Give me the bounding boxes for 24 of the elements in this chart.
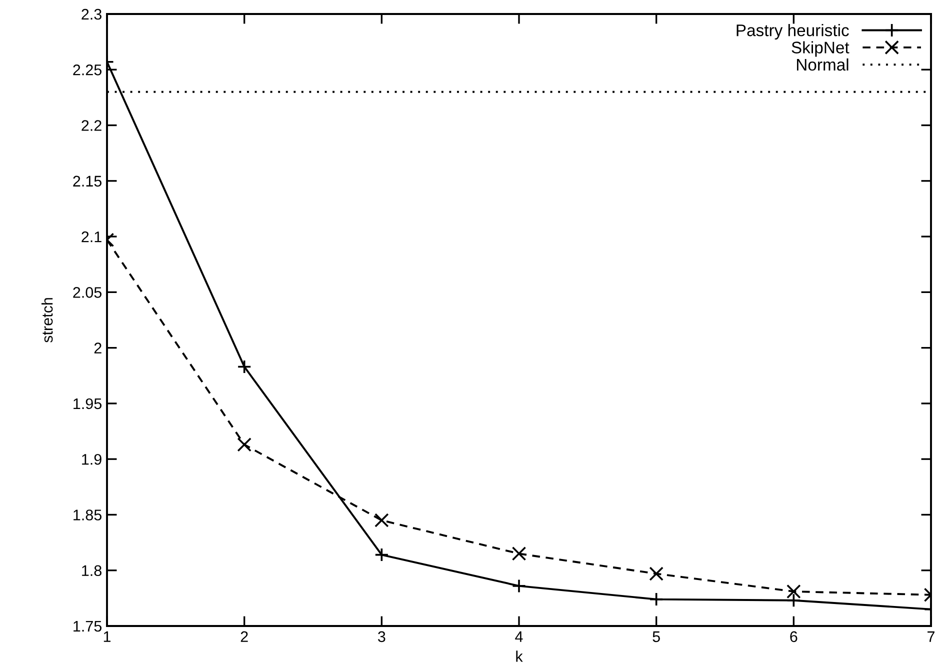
y-tick-label: 1.85 [74, 510, 102, 520]
y-tick-label: 1.75 [74, 621, 102, 632]
y-tick-label: 2.1 [82, 231, 102, 242]
y-tick-label: 1.9 [82, 454, 102, 465]
y-tick-label: 2.25 [73, 64, 102, 76]
y-tick-label: 2.2 [82, 120, 102, 131]
x-tick-label: 2 [240, 631, 248, 642]
y-tick-label: 2.05 [73, 287, 102, 298]
x-tick-label: 1 [104, 631, 111, 642]
legend-label: Pastry heuristic [736, 24, 849, 40]
x-tick-label: 7 [928, 631, 934, 642]
x-tick-label: 5 [652, 631, 660, 642]
y-axis-title: stretch [42, 298, 53, 342]
y-tick-label: 2.15 [73, 176, 102, 187]
x-tick-label: 6 [790, 631, 798, 642]
x-tick-label: 4 [515, 631, 523, 642]
x-tick-label: 3 [378, 631, 386, 642]
y-tick-label: 1.8 [82, 565, 102, 576]
legend-label: Normal [796, 58, 848, 71]
y-tick-label: 2 [94, 342, 102, 354]
y-tick-label: 2.3 [82, 8, 102, 20]
legend-label: SkipNet [792, 41, 850, 57]
x-axis-title: k [516, 650, 523, 662]
y-tick-label: 1.95 [74, 398, 102, 410]
